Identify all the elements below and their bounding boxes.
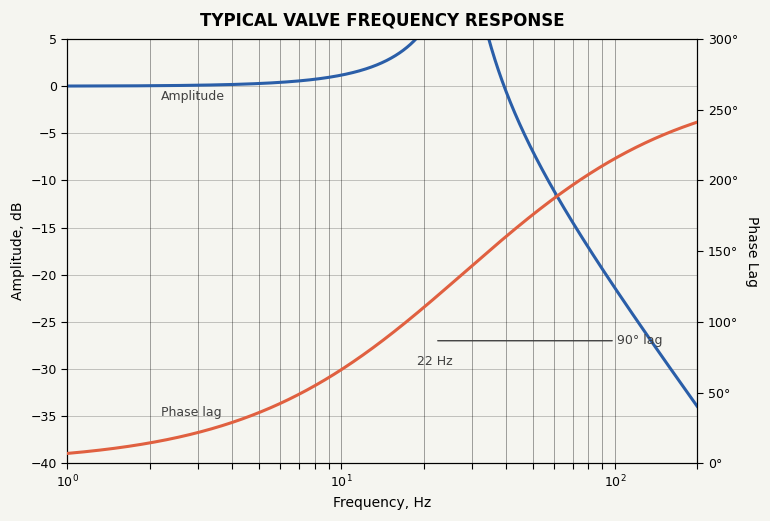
Text: Amplitude: Amplitude bbox=[161, 90, 225, 103]
X-axis label: Frequency, Hz: Frequency, Hz bbox=[333, 496, 431, 510]
Text: 22 Hz: 22 Hz bbox=[417, 355, 453, 368]
Y-axis label: Amplitude, dB: Amplitude, dB bbox=[11, 202, 25, 301]
Y-axis label: Phase Lag: Phase Lag bbox=[745, 216, 759, 287]
Text: 90° lag: 90° lag bbox=[618, 334, 663, 347]
Text: Phase lag: Phase lag bbox=[161, 406, 222, 419]
Title: TYPICAL VALVE FREQUENCY RESPONSE: TYPICAL VALVE FREQUENCY RESPONSE bbox=[200, 11, 564, 29]
